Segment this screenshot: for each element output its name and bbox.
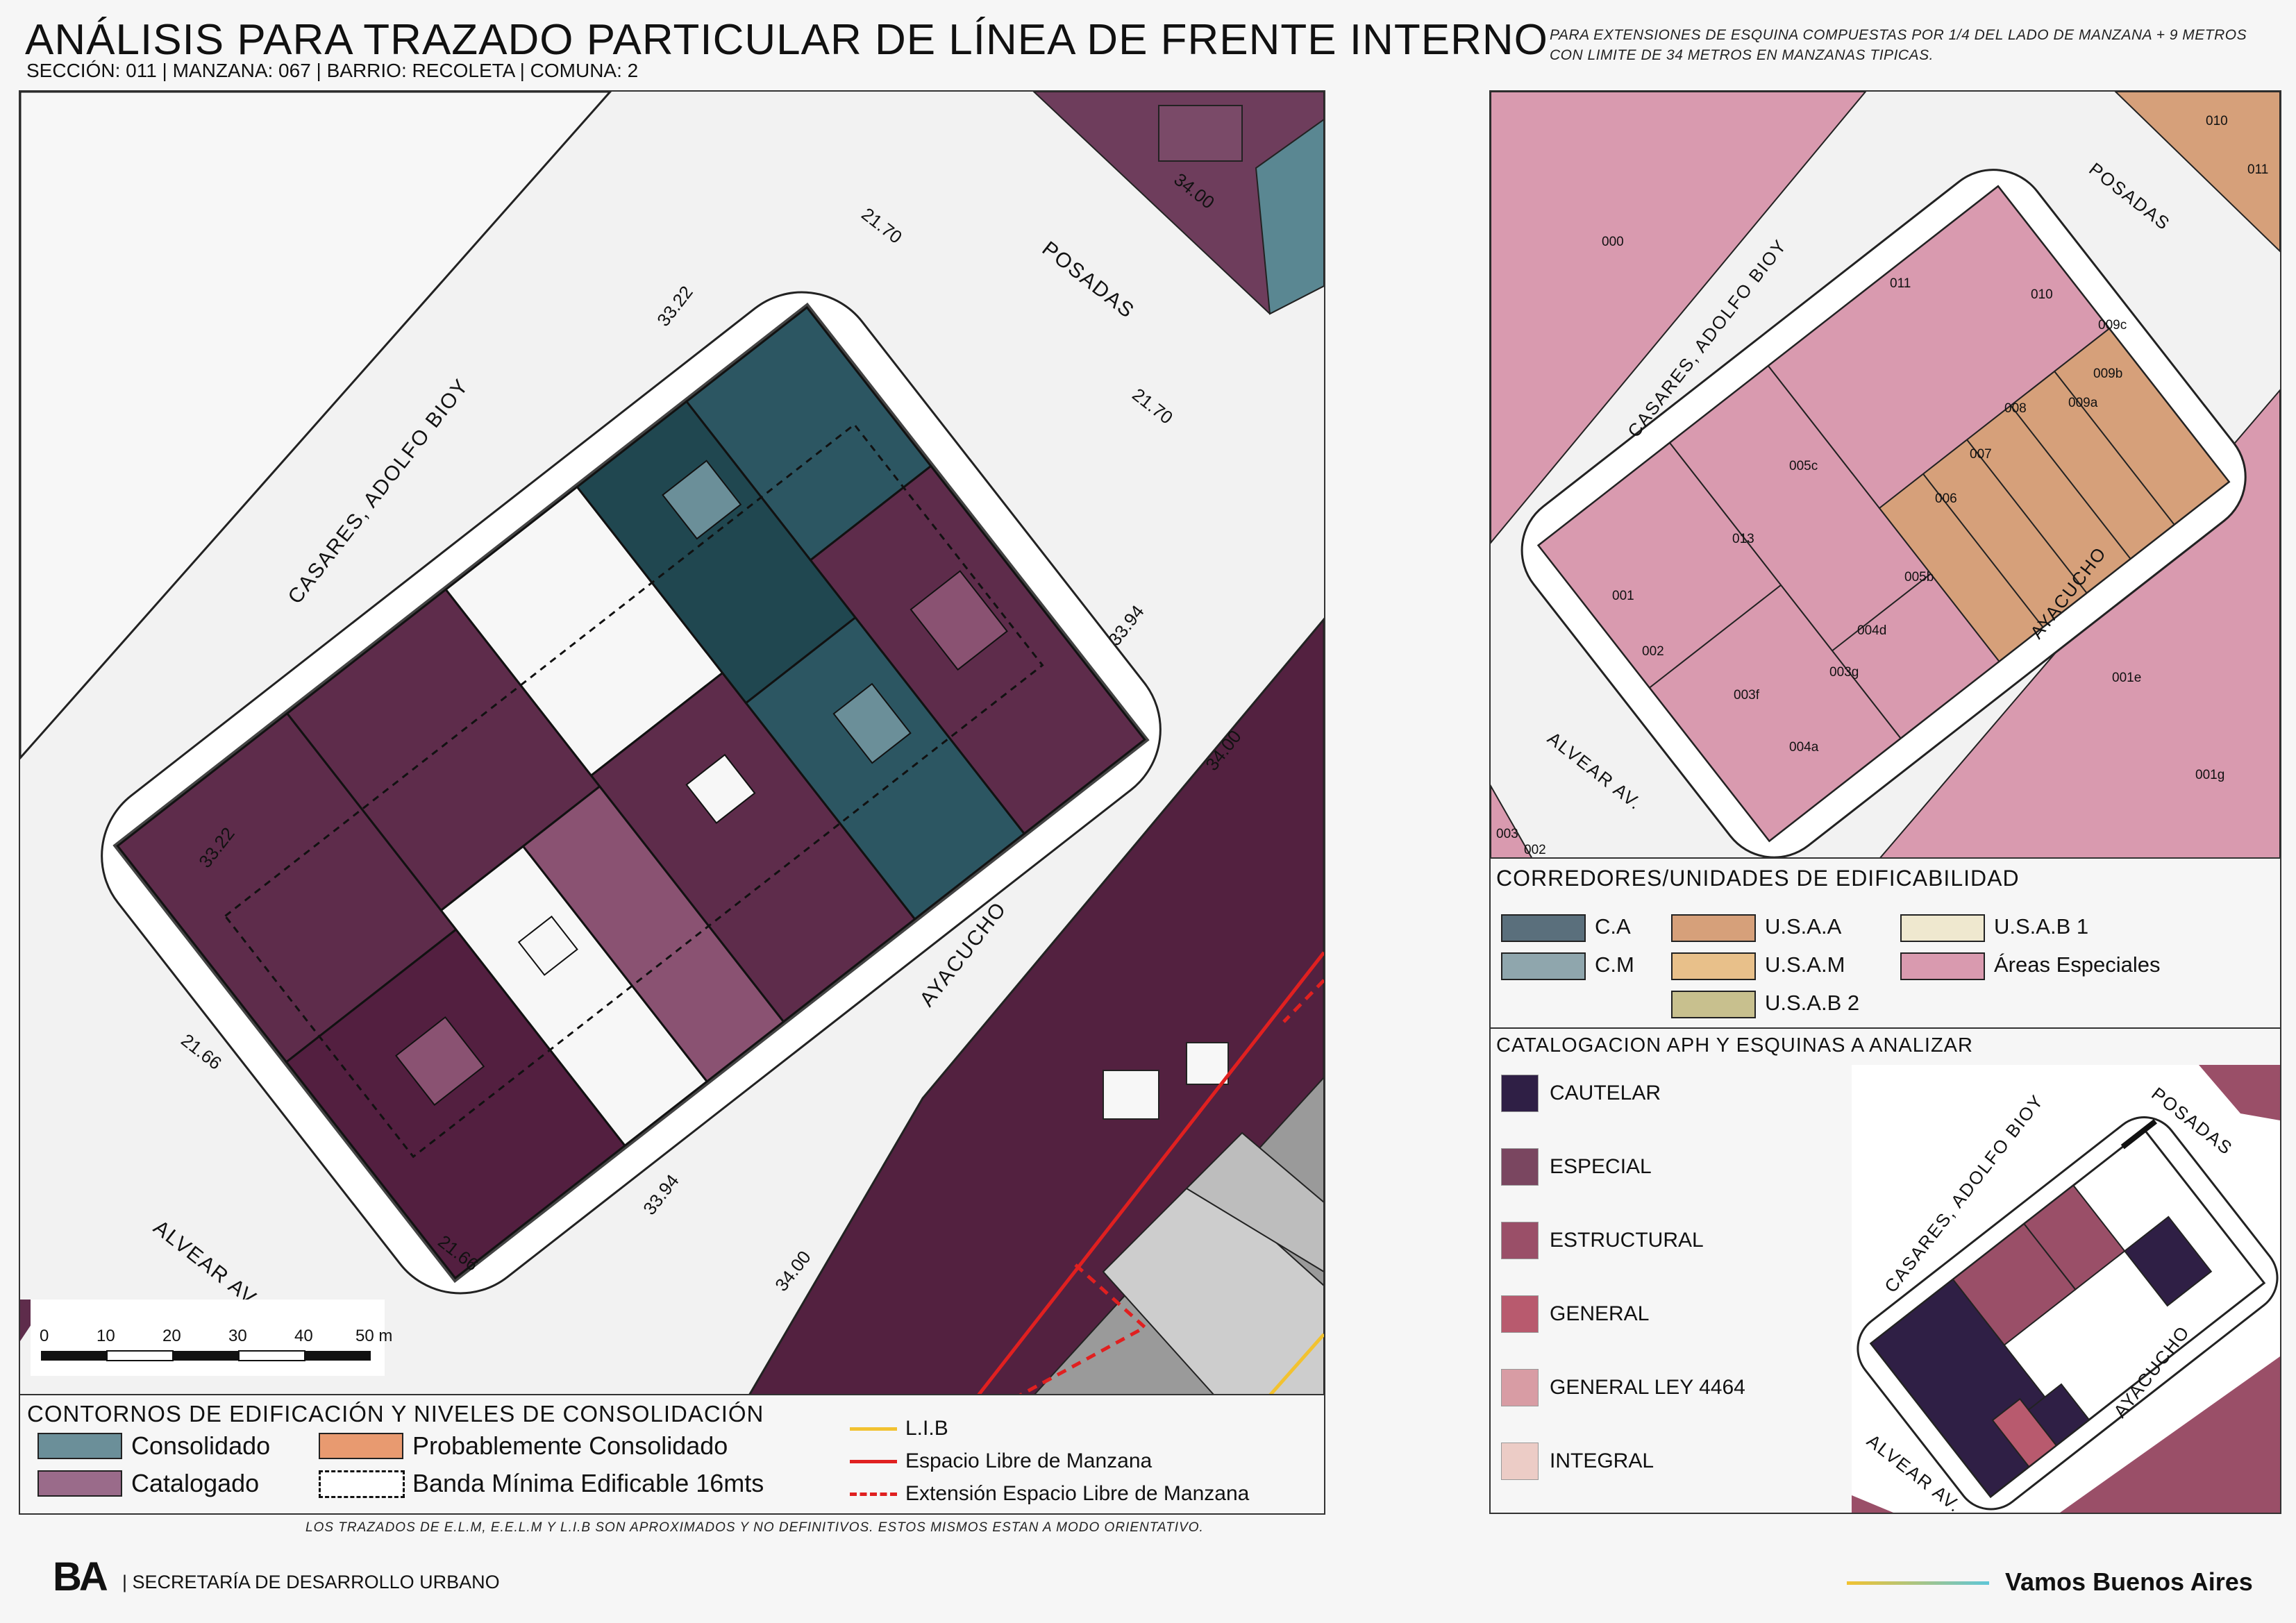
parcel-label: 002 [1524, 843, 1546, 857]
parcel-label: 008 [2004, 401, 2027, 416]
legend-integral: INTEGRAL [1550, 1449, 1654, 1472]
legend-usam: U.S.A.M [1765, 952, 1845, 977]
parcel-label: 003 [1496, 827, 1518, 841]
parcel-label: 004d [1857, 623, 1886, 638]
swatch-probablemente-consolidado [319, 1433, 403, 1459]
parcel-label: 000 [1602, 235, 1624, 249]
parcel-label: 001e [2112, 671, 2141, 685]
legend-areas-especiales: Áreas Especiales [1994, 952, 2161, 977]
parcel-label: 011 [2247, 162, 2268, 177]
swatch-banda-minima [319, 1470, 405, 1498]
slogan-gradient-line [1847, 1581, 1989, 1585]
parcel-label: 006 [1935, 491, 1957, 506]
swatch-usab2 [1671, 991, 1756, 1018]
banda-minima-edificable [224, 423, 1044, 1159]
svg-text:0: 0 [40, 1327, 49, 1345]
legend-banda-minima: Banda Mínima Edificable 16mts [412, 1469, 764, 1497]
parcel-label: 010 [2031, 287, 2053, 302]
swatch-catalogado [37, 1470, 122, 1497]
line-elm-swatch [850, 1460, 897, 1463]
adjacent-block-ne [1032, 92, 1324, 315]
svg-text:40: 40 [294, 1327, 313, 1345]
legend-consolidado: Consolidado [131, 1431, 271, 1460]
svg-text:20: 20 [162, 1327, 181, 1345]
parcel-map: POSADAS CASARES, ADOLFO BIOY AYACUCHO AL… [1491, 92, 2280, 859]
parcel-label: 009c [2098, 318, 2127, 333]
parcel-label: 005c [1789, 459, 1818, 473]
swatch-usaa [1671, 914, 1756, 942]
legend-buildings: CONTORNOS DE EDIFICACIÓN Y NIVELES DE CO… [19, 1394, 1325, 1515]
adjacent-block-nw [20, 92, 612, 760]
parcel-label: 004a [1789, 740, 1819, 755]
parcel-label: 005b [1904, 570, 1934, 585]
swatch-especial [1501, 1148, 1539, 1186]
footer-org: | SECRETARÍA DE DESARROLLO URBANO [122, 1572, 500, 1592]
legend-lib: L.I.B [905, 1417, 948, 1440]
footer-slogan: Vamos Buenos Aires [2005, 1567, 2253, 1596]
parcel-map-panel: POSADAS CASARES, ADOLFO BIOY AYACUCHO AL… [1489, 90, 2281, 860]
swatch-integral [1501, 1443, 1539, 1480]
swatch-estructural [1501, 1222, 1539, 1259]
legend-cautelar: CAUTELAR [1550, 1082, 1661, 1104]
parcel-label: 003f [1734, 688, 1760, 703]
parcel-label: 010 [2206, 114, 2228, 128]
legend-catalogado: Catalogado [131, 1469, 260, 1497]
footnote: LOS TRAZADOS DE E.L.M, E.E.L.M Y L.I.B S… [305, 1520, 1204, 1535]
legend-catalog-title: CATALOGACION APH Y ESQUINAS A ANALIZAR [1496, 1034, 1973, 1057]
svg-text:50 m: 50 m [355, 1327, 392, 1345]
legend-usab1: U.S.A.B 1 [1994, 914, 2089, 939]
corner-extension-note: PARA EXTENSIONES DE ESQUINA COMPUESTAS P… [1550, 27, 2247, 63]
swatch-usab1 [1900, 914, 1985, 942]
main-map: POSADAS CASARES, ADOLFO BIOY AYACUCHO AL… [20, 92, 1324, 1395]
parcel-label: 001g [2195, 768, 2224, 782]
legend-corridors-title: CORREDORES/UNIDADES DE EDIFICABILIDAD [1496, 866, 2020, 891]
parcel-label: 002 [1642, 644, 1664, 659]
swatch-consolidado [37, 1433, 122, 1459]
legend-usaa: U.S.A.A [1765, 914, 1842, 939]
legend-probablemente-consolidado: Probablemente Consolidado [412, 1431, 728, 1460]
scale-bar: 0 10 20 30 40 50 m [31, 1300, 392, 1376]
swatch-areas-especiales [1900, 952, 1985, 980]
ba-logo: BA [53, 1554, 108, 1599]
parcel-label: 009a [2068, 396, 2098, 410]
legend-usab2: U.S.A.B 2 [1765, 991, 1860, 1015]
parcel-label: 007 [1970, 447, 1992, 462]
line-eelm-swatch [850, 1492, 897, 1496]
legend-ca: C.A [1595, 914, 1631, 939]
legend-corridors: CORREDORES/UNIDADES DE EDIFICABILIDAD C.… [1489, 857, 2281, 1030]
catalog-map: POSADAS CASARES, ADOLFO BIOY AYACUCHO AL… [1852, 1065, 2280, 1513]
legend-estructural: ESTRUCTURAL [1550, 1229, 1704, 1252]
page-subtitle: SECCIÓN: 011 | MANZANA: 067 | BARRIO: RE… [26, 60, 639, 81]
main-map-panel: POSADAS CASARES, ADOLFO BIOY AYACUCHO AL… [19, 90, 1325, 1397]
swatch-general-ley [1501, 1369, 1539, 1406]
swatch-general [1501, 1295, 1539, 1333]
swatch-ca [1501, 914, 1586, 942]
legend-general-ley: GENERAL LEY 4464 [1550, 1376, 1745, 1399]
parcel-label: 011 [1890, 276, 1911, 291]
line-lib-swatch [850, 1427, 897, 1431]
page-title: ANÁLISIS PARA TRAZADO PARTICULAR DE LÍNE… [25, 16, 1548, 64]
legend-eelm: Extensión Espacio Libre de Manzana [905, 1482, 1250, 1505]
swatch-usam [1671, 952, 1756, 980]
svg-text:10: 10 [97, 1327, 115, 1345]
legend-buildings-title: CONTORNOS DE EDIFICACIÓN Y NIVELES DE CO… [27, 1401, 764, 1427]
swatch-cautelar [1501, 1075, 1539, 1112]
legend-general: GENERAL [1550, 1302, 1650, 1325]
parcel-label: 003g [1829, 665, 1859, 680]
swatch-cm [1501, 952, 1586, 980]
parcel-label: 009b [2093, 367, 2122, 381]
parcel-label: 001 [1612, 589, 1634, 603]
legend-especial: ESPECIAL [1550, 1155, 1652, 1178]
legend-cm: C.M [1595, 952, 1634, 977]
parcel-label: 013 [1732, 532, 1754, 546]
svg-text:30: 30 [228, 1327, 247, 1345]
legend-catalog: CATALOGACION APH Y ESQUINAS A ANALIZAR C… [1489, 1027, 2281, 1514]
legend-elm: Espacio Libre de Manzana [905, 1449, 1153, 1472]
